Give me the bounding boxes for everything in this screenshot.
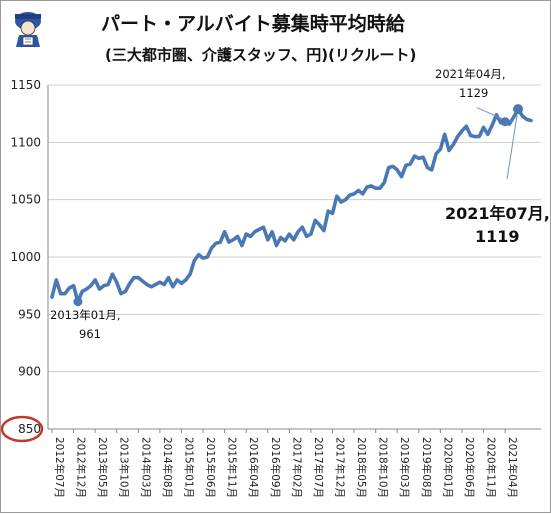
x-tick-label: 2017年12月: [333, 437, 346, 498]
chart-subtitle: (三大都市圏、介護スタッフ、円)(リクルート): [105, 46, 416, 64]
data-marker: [513, 104, 524, 115]
data-label: 2021年07月,: [445, 204, 550, 223]
leader-line: [506, 115, 518, 180]
data-marker: [73, 297, 83, 307]
x-tick-label: 2020年11月: [485, 437, 498, 498]
data-label: 2013年01月,: [50, 308, 121, 322]
x-tick-label: 2020年06月: [463, 437, 476, 498]
y-tick-label: 1000: [10, 250, 41, 264]
chart-title: パート・アルバイト募集時平均時給: [101, 12, 406, 35]
x-tick-label: 2014年03月: [139, 437, 152, 498]
x-tick-label: 2017年02月: [290, 437, 303, 498]
data-label: 1129: [459, 86, 488, 100]
y-tick-label: 1150: [10, 78, 41, 92]
data-label: 2021年04月,: [435, 67, 506, 81]
data-marker: [500, 117, 510, 127]
series-line-group: [50, 107, 533, 304]
y-tick-label: 950: [18, 307, 41, 321]
series-line: [50, 107, 533, 304]
x-tick-label: 2015年06月: [204, 437, 217, 498]
highlight-circle: [1, 415, 44, 443]
y-tick-label: 850: [18, 422, 41, 436]
x-tick-label: 2020年01月: [441, 437, 454, 498]
x-tick-label: 2012年07月: [53, 437, 66, 498]
x-tick-label: 2018年10月: [377, 437, 390, 498]
x-tick-label: 2013年10月: [118, 437, 131, 498]
x-tick-label: 2013年05月: [96, 437, 109, 498]
x-tick-label: 2014年08月: [161, 437, 174, 498]
x-tick-label: 2019年08月: [420, 437, 433, 498]
y-axis-ticks: 850 900 950 1000 1050 1100 1150: [1, 78, 44, 443]
x-tick-label: 2016年04月: [247, 437, 260, 498]
grid-lines: [47, 84, 541, 430]
x-tick-label: 2015年01月: [182, 437, 195, 498]
leader-line: [476, 107, 503, 120]
x-tick-label: 2015年11月: [226, 437, 239, 498]
data-label: 961: [79, 327, 101, 341]
x-tick-label: 2017年07月: [312, 437, 325, 498]
x-tick-label: 2016年09月: [269, 437, 282, 498]
y-tick-label: 1100: [10, 135, 41, 149]
x-tick-label: 2021年04月: [506, 437, 519, 498]
y-tick-label: 900: [18, 365, 41, 379]
data-label: 1119: [475, 227, 520, 246]
x-axis-ticks: 2012年07月 2012年12月 2013年05月 2013年10月 2014年03月…: [51, 429, 519, 498]
y-tick-label: 1050: [10, 193, 41, 207]
annotations: 2013年01月, 961 2021年04月, 1129 2021年07月, 1119: [50, 67, 550, 341]
x-tick-label: 2019年03月: [398, 437, 411, 498]
x-tick-label: 2018年05月: [355, 437, 368, 498]
mascot-illustration: [15, 12, 41, 47]
x-tick-label: 2012年12月: [75, 437, 88, 498]
